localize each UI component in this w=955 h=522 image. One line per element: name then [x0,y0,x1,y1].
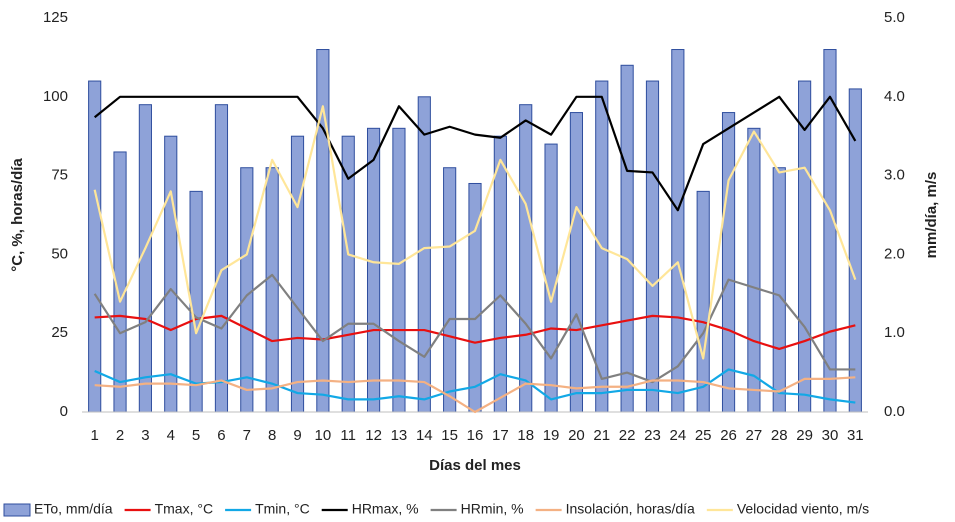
y-tick-label: 75 [51,167,68,184]
x-tick-label: 2 [116,427,124,444]
legend-label: Tmax, °C [155,501,214,517]
x-tick-label: 4 [167,427,175,444]
line [93,95,857,212]
bar [164,135,178,413]
legend-label: Tmin, °C [255,501,310,517]
x-tick-label: 19 [543,427,560,444]
y2-tick-label: 1.0 [884,324,905,341]
x-tick-label: 29 [796,427,813,444]
legend-swatch [3,503,31,517]
x-tick-label: 9 [293,427,301,444]
bar [620,64,634,413]
y2-tick-label: 0.0 [884,403,905,420]
x-tick-label: 27 [746,427,763,444]
bar [88,80,102,413]
bar [569,112,584,413]
x-tick-label: 1 [91,427,99,444]
x-tick-label: 17 [492,427,509,444]
x-tick-label: 25 [695,427,712,444]
x-tick-label: 30 [822,427,839,444]
bar [671,49,685,413]
bar [645,80,660,413]
bar [443,167,457,413]
x-tick-label: 6 [217,427,225,444]
legend-label: HRmin, % [461,501,524,517]
bar [290,135,305,413]
x-tick-label: 14 [416,427,433,444]
bar [189,190,203,413]
x-tick-label: 22 [619,427,636,444]
x-tick-label: 3 [141,427,149,444]
legend-label: HRmax, % [352,501,419,517]
x-tick-label: 12 [365,427,382,444]
y-tick-label: 25 [51,324,68,341]
y2-tick-label: 5.0 [884,9,905,26]
x-axis-title: Días del mes [429,457,521,474]
x-tick-label: 21 [593,427,610,444]
x-tick-label: 31 [847,427,864,444]
x-tick-label: 20 [568,427,585,444]
bar [544,143,558,413]
x-tick-label: 24 [669,427,686,444]
x-tick-label: 28 [771,427,788,444]
line [93,105,857,360]
y-tick-label: 50 [51,245,68,262]
bar [417,96,431,413]
x-tick-label: 10 [315,427,332,444]
bar [747,127,761,413]
x-tick-label: 11 [340,427,356,444]
bar [265,167,279,413]
bar [493,135,507,413]
bar [214,104,229,413]
x-tick-label: 15 [441,427,458,444]
bar [316,49,330,413]
y-axis-title: °C, %, horas/día [9,158,26,272]
y2-tick-label: 2.0 [884,245,905,262]
bar [772,167,786,413]
bar [696,190,710,413]
x-tick-label: 18 [517,427,534,444]
x-tick-label: 7 [243,427,251,444]
x-tick-label: 13 [391,427,408,444]
legend-label: Insolación, horas/día [566,501,695,517]
bar [519,104,533,413]
y-tick-label: 125 [43,9,68,26]
y-tick-label: 100 [43,88,68,105]
x-tick-label: 23 [644,427,661,444]
bar [240,167,254,413]
legend-label: ETo, mm/día [34,501,113,517]
line [93,273,856,384]
line [94,368,856,404]
bar [721,112,736,413]
x-tick-label: 26 [720,427,737,444]
bar [848,88,862,413]
y2-tick-label: 4.0 [884,88,905,105]
legend-label: Velocidad viento, m/s [737,501,869,517]
y2-tick-label: 3.0 [884,167,905,184]
line [94,314,856,351]
x-tick-label: 5 [192,427,200,444]
y-tick-label: 0 [60,403,68,420]
line [94,376,856,414]
x-tick-label: 16 [467,427,484,444]
y2-axis-title: mm/día, m/s [923,172,940,259]
legend: ETo, mm/día Tmax, °C Tmin, °C HRmax, % HRmin… [3,501,869,517]
bar [392,127,406,413]
x-tick-label: 8 [268,427,276,444]
bar [366,127,381,413]
